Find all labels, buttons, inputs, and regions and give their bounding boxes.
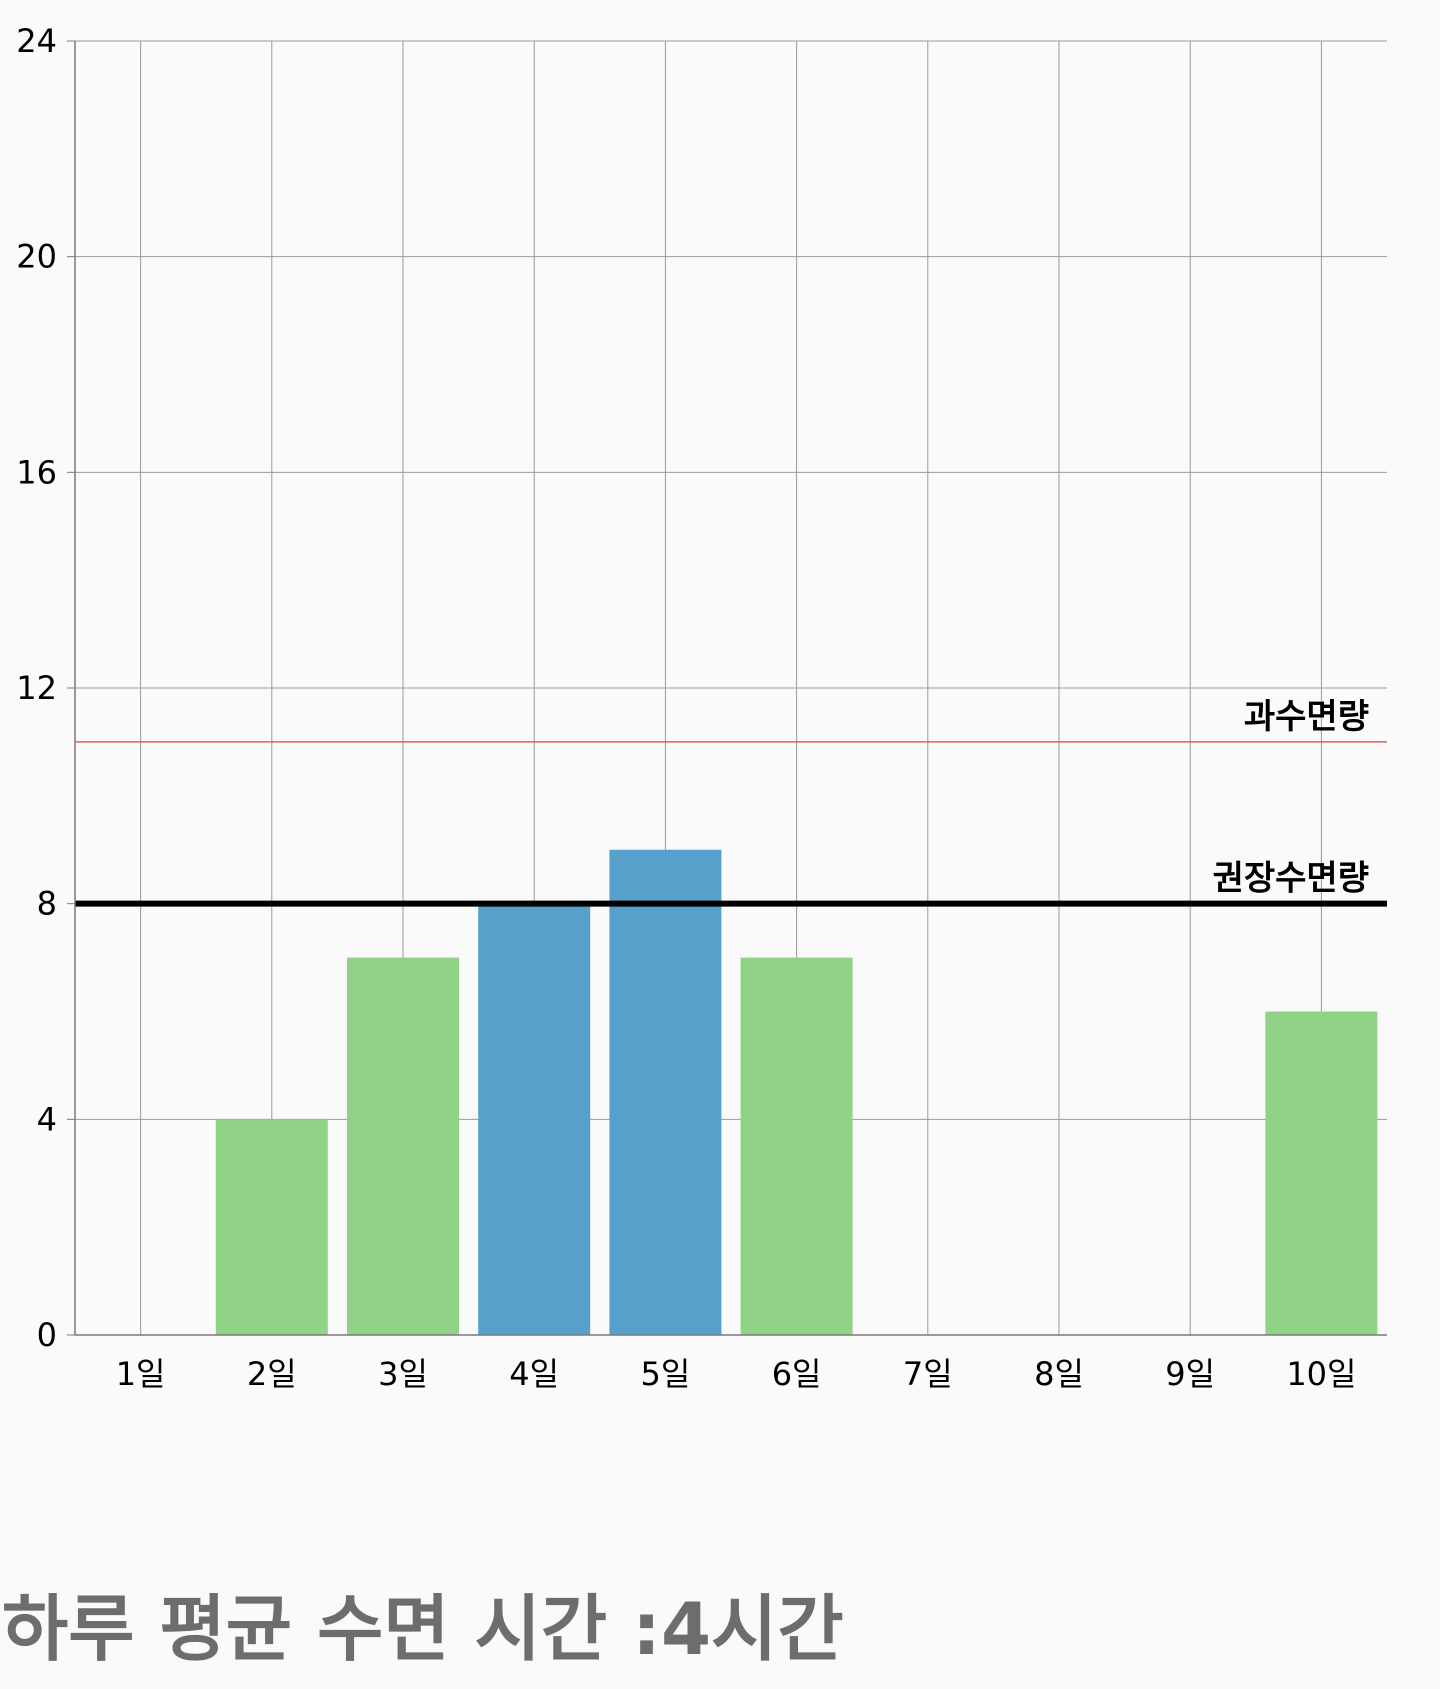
bar-6 bbox=[740, 957, 853, 1335]
x-tick-label: 4일 bbox=[509, 1355, 559, 1393]
bar-3 bbox=[347, 957, 459, 1335]
bar-4 bbox=[478, 903, 591, 1335]
y-tick-label: 24 bbox=[16, 22, 57, 60]
x-tick-label: 5일 bbox=[640, 1355, 690, 1393]
bar-5 bbox=[609, 849, 722, 1335]
y-tick-label: 0 bbox=[37, 1316, 57, 1354]
axes bbox=[67, 40, 1387, 1336]
x-tick-label: 2일 bbox=[247, 1355, 297, 1393]
reference-line-label: 과수면량 bbox=[1244, 697, 1369, 737]
x-tick-label: 1일 bbox=[116, 1355, 166, 1393]
x-tick-label: 6일 bbox=[772, 1355, 822, 1393]
bar-2 bbox=[215, 1119, 328, 1335]
x-tick-label: 9일 bbox=[1165, 1355, 1215, 1393]
y-tick-label: 8 bbox=[37, 885, 57, 923]
grid bbox=[75, 40, 1387, 1335]
x-tick-label: 7일 bbox=[903, 1355, 953, 1393]
y-tick-label: 12 bbox=[16, 669, 57, 707]
bar-10 bbox=[1265, 1011, 1378, 1335]
bars bbox=[215, 849, 1378, 1335]
x-tick-label: 10일 bbox=[1286, 1355, 1356, 1393]
y-axis-labels: 0 4 8 12 16 20 24 bbox=[16, 22, 57, 1354]
y-tick-label: 4 bbox=[37, 1100, 57, 1138]
x-tick-label: 8일 bbox=[1034, 1355, 1084, 1393]
y-tick-label: 20 bbox=[16, 238, 57, 276]
reference-line-label: 권장수면량 bbox=[1213, 859, 1369, 899]
x-axis-labels: 1일 2일 3일 4일 5일 6일 7일 8일 9일 10일 bbox=[116, 1355, 1357, 1393]
x-tick-label: 3일 bbox=[378, 1355, 428, 1393]
average-sleep-summary: 하루 평균 수면 시간 :4시간 bbox=[2, 1587, 844, 1671]
y-tick-label: 16 bbox=[16, 453, 57, 491]
